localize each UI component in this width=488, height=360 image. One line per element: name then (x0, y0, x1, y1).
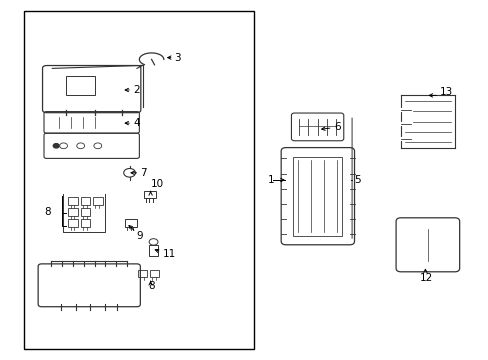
Text: 10: 10 (150, 179, 163, 189)
Bar (81, 197, 90, 205)
Text: 1: 1 (267, 175, 274, 185)
Text: 13: 13 (439, 87, 452, 97)
Bar (81, 219, 90, 227)
Text: 9: 9 (136, 231, 142, 241)
Bar (68, 197, 78, 205)
Text: 8: 8 (44, 207, 51, 217)
Text: 7: 7 (140, 168, 147, 178)
Text: 5: 5 (354, 175, 361, 185)
Bar (124, 219, 137, 227)
Bar (144, 191, 156, 198)
Bar (68, 208, 78, 216)
Bar (293, 157, 342, 236)
Text: 12: 12 (419, 273, 432, 283)
Bar (24, 11, 254, 349)
Bar (138, 270, 147, 277)
Circle shape (53, 144, 59, 148)
Text: 11: 11 (162, 249, 175, 259)
Bar (81, 208, 90, 216)
Text: 6: 6 (333, 122, 340, 132)
Bar (150, 270, 159, 277)
Text: 4: 4 (133, 118, 140, 128)
Bar (93, 197, 102, 205)
Text: 3: 3 (174, 53, 181, 63)
Bar (68, 219, 78, 227)
Bar (66, 76, 95, 95)
Text: 2: 2 (133, 85, 140, 95)
Bar (149, 245, 158, 256)
Text: 8: 8 (148, 281, 155, 291)
